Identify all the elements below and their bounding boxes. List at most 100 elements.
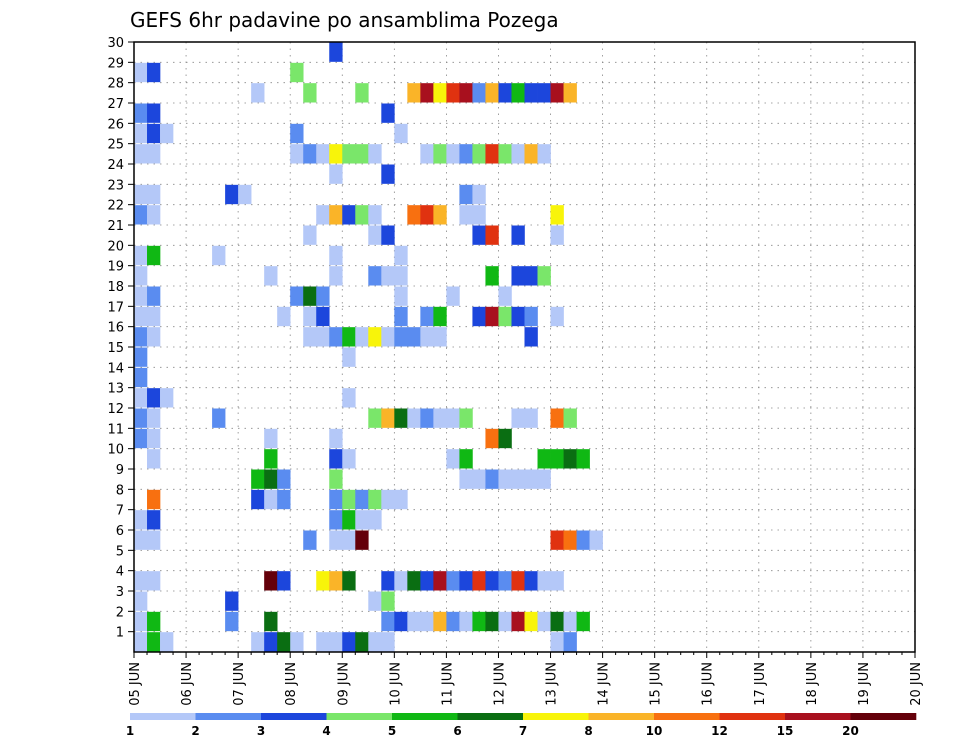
- heatmap-cell: [511, 571, 525, 591]
- heatmap-cell: [342, 530, 356, 550]
- heatmap-cell: [433, 408, 447, 428]
- heatmap-cell: [277, 632, 291, 652]
- heatmap-cell: [316, 205, 330, 225]
- legend-swatch: [850, 713, 917, 720]
- heatmap-cell: [368, 225, 382, 245]
- heatmap-cell: [355, 489, 369, 510]
- legend-label: 12: [711, 724, 728, 738]
- heatmap-cell: [381, 266, 395, 286]
- heatmap-cell: [381, 225, 395, 245]
- legend-swatch: [719, 713, 786, 720]
- legend-swatch: [326, 713, 393, 720]
- heatmap-cell: [472, 184, 486, 205]
- y-tick-label: 14: [107, 361, 124, 376]
- y-tick-label: 24: [107, 158, 124, 173]
- heatmap-cell: [147, 632, 161, 652]
- legend-swatch: [130, 713, 196, 720]
- heatmap-cell: [433, 306, 447, 327]
- heatmap-cell: [368, 510, 382, 530]
- heatmap-cell: [550, 225, 564, 245]
- heatmap-cell: [381, 164, 395, 184]
- y-tick-label: 15: [107, 341, 124, 356]
- heatmap-cell: [550, 530, 564, 550]
- heatmap-cell: [459, 205, 473, 225]
- heatmap-cell: [394, 489, 408, 510]
- heatmap-cell: [394, 408, 408, 428]
- heatmap-cell: [433, 571, 447, 591]
- heatmap-cell: [329, 245, 343, 266]
- heatmap-cell: [381, 489, 395, 510]
- heatmap-cell: [524, 571, 538, 591]
- heatmap-cell: [485, 428, 499, 449]
- heatmap-cell: [394, 245, 408, 266]
- heatmap-cell: [576, 449, 590, 469]
- legend-swatch: [523, 713, 589, 720]
- heatmap-cell: [134, 347, 148, 367]
- heatmap-cell: [134, 205, 148, 225]
- legend-label: 20: [842, 724, 859, 738]
- heatmap-cell: [420, 205, 434, 225]
- heatmap-cell: [134, 123, 148, 144]
- heatmap-cell: [329, 205, 343, 225]
- heatmap-cell: [355, 144, 369, 164]
- legend-swatch: [588, 713, 655, 720]
- y-tick-label: 18: [107, 280, 124, 295]
- legend-label: 15: [777, 724, 794, 738]
- heatmap-cell: [303, 530, 317, 550]
- heatmap-cell: [446, 611, 460, 632]
- heatmap-cell: [498, 83, 512, 103]
- x-tick-label: 12 JUN: [492, 662, 507, 706]
- heatmap-cell: [381, 591, 395, 611]
- heatmap-cell: [446, 408, 460, 428]
- heatmap-cell: [264, 611, 278, 632]
- heatmap-cell: [342, 347, 356, 367]
- heatmap-cell: [576, 611, 590, 632]
- heatmap-cell: [277, 306, 291, 327]
- heatmap-cell: [147, 571, 161, 591]
- heatmap-cell: [251, 489, 265, 510]
- heatmap-cell: [134, 591, 148, 611]
- heatmap-cell: [264, 632, 278, 652]
- heatmap-cell: [433, 83, 447, 103]
- heatmap-cell: [264, 571, 278, 591]
- heatmap-cell: [433, 205, 447, 225]
- y-tick-label: 12: [107, 402, 124, 417]
- heatmap-cell: [407, 408, 421, 428]
- heatmap-cell: [368, 489, 382, 510]
- y-tick-label: 23: [107, 178, 124, 193]
- legend-swatch: [261, 713, 327, 720]
- heatmap-cell: [381, 408, 395, 428]
- heatmap-cell: [134, 571, 148, 591]
- heatmap-cell: [485, 266, 499, 286]
- heatmap-cell: [134, 62, 148, 83]
- heatmap-cell: [329, 632, 343, 652]
- heatmap-cell: [420, 571, 434, 591]
- heatmap-cell: [368, 266, 382, 286]
- heatmap-cell: [550, 408, 564, 428]
- heatmap-cell: [264, 469, 278, 489]
- heatmap-cell: [459, 184, 473, 205]
- heatmap-cell: [459, 408, 473, 428]
- y-tick-label: 29: [107, 56, 124, 71]
- heatmap-cell: [394, 123, 408, 144]
- heatmap-cell: [446, 449, 460, 469]
- chart-title: GEFS 6hr padavine po ansamblima Pozega: [130, 8, 559, 32]
- heatmap-cell: [485, 83, 499, 103]
- heatmap-cell: [524, 469, 538, 489]
- y-tick-label: 10: [107, 443, 124, 458]
- heatmap-cell: [329, 327, 343, 347]
- heatmap-cell: [355, 205, 369, 225]
- heatmap-cell: [316, 327, 330, 347]
- heatmap-cell: [290, 62, 304, 83]
- heatmap-cell: [420, 327, 434, 347]
- y-tick-label: 1: [116, 626, 124, 641]
- heatmap-cell: [381, 611, 395, 632]
- heatmap-cell: [511, 408, 525, 428]
- heatmap-cell: [537, 449, 551, 469]
- heatmap-cell: [225, 591, 239, 611]
- heatmap-cell: [134, 103, 148, 123]
- heatmap-cell: [485, 469, 499, 489]
- y-tick-label: 22: [107, 199, 124, 214]
- heatmap-cell: [394, 611, 408, 632]
- heatmap-cell: [329, 469, 343, 489]
